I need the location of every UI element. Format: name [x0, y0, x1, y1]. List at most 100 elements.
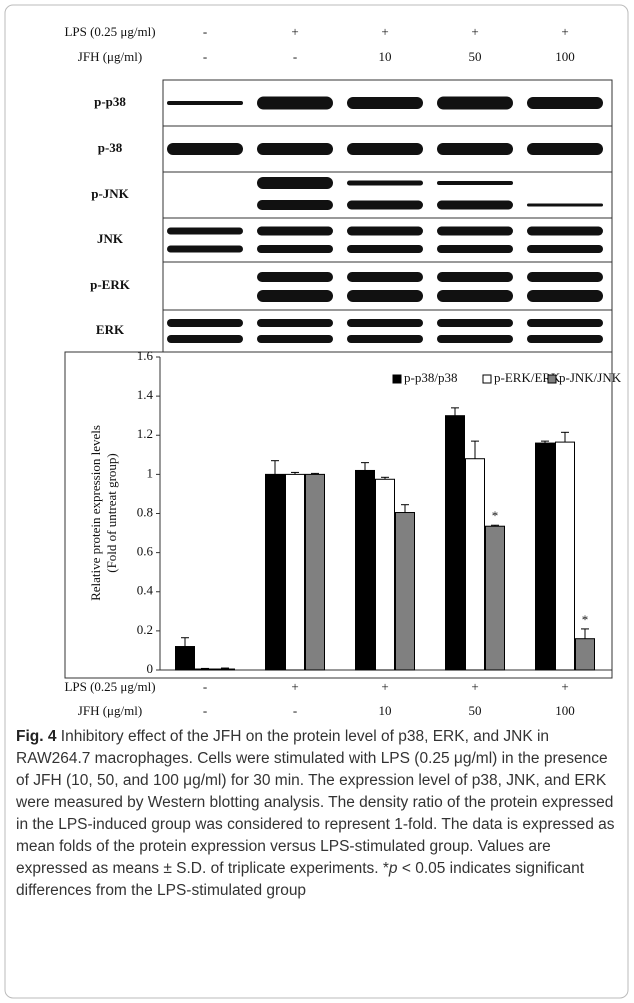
treatment-value: + [561, 679, 568, 694]
blot-band [257, 319, 333, 327]
figure: LPS (0.25 μg/ml)-++++JFH (μg/ml)--105010… [0, 0, 634, 1003]
blot-band [167, 246, 243, 253]
y-tick-label: 1.6 [137, 348, 154, 363]
caption-label: Fig. 4 [16, 728, 56, 745]
bar [396, 513, 415, 670]
blot-band [257, 335, 333, 343]
treatment-value: 100 [555, 49, 575, 64]
blot-row-label: p-JNK [91, 186, 129, 201]
blot-band [437, 245, 513, 253]
legend-label: p-p38/p38 [404, 370, 457, 385]
blot-band [347, 245, 423, 253]
blot-row [163, 172, 612, 218]
treatment-value: 50 [469, 703, 482, 718]
blot-row-label: p-38 [98, 140, 123, 155]
y-tick-label: 0 [147, 661, 154, 676]
treatment-value: 50 [469, 49, 482, 64]
bar [306, 474, 325, 670]
blot-row-label: ERK [96, 322, 125, 337]
treatment-value: + [381, 679, 388, 694]
treatment-value: - [203, 49, 207, 64]
treatment-value: + [561, 24, 568, 39]
bar [176, 647, 195, 670]
treatment-label: JFH (μg/ml) [78, 703, 142, 718]
blot-band [257, 143, 333, 155]
blot-band [437, 227, 513, 236]
y-tick-label: 0.2 [137, 622, 153, 637]
y-axis-title: (Fold of untreat group) [104, 453, 119, 573]
blot-band [527, 204, 603, 207]
y-tick-label: 1.4 [137, 387, 154, 402]
bar [266, 474, 285, 670]
blot-row-label: p-p38 [94, 94, 126, 109]
treatment-label: JFH (μg/ml) [78, 49, 142, 64]
blot-band [257, 97, 333, 110]
y-tick-label: 0.8 [137, 504, 153, 519]
legend-label: p-JNK/JNK [559, 370, 622, 385]
bar [576, 639, 595, 670]
blot-band [437, 272, 513, 282]
treatment-value: - [203, 703, 207, 718]
blot-band [257, 227, 333, 236]
blot-band [437, 319, 513, 327]
blot-band [347, 97, 423, 109]
blot-band [347, 319, 423, 327]
y-tick-label: 1.2 [137, 426, 153, 441]
blot-band [437, 143, 513, 155]
caption-text: Inhibitory effect of the JFH on the prot… [16, 728, 615, 877]
blot-band [527, 290, 603, 302]
blot-band [527, 319, 603, 327]
treatment-value: + [381, 24, 388, 39]
legend-swatch [393, 375, 401, 383]
blot-row-label: p-ERK [90, 277, 131, 292]
blot-band [167, 319, 243, 327]
blot-band [437, 201, 513, 210]
bar [486, 526, 505, 670]
blot-band [167, 101, 243, 105]
treatment-label: LPS (0.25 μg/ml) [64, 679, 155, 694]
blot-band [437, 181, 513, 185]
blot-band [347, 227, 423, 236]
blot-band [527, 227, 603, 236]
blot-band [527, 245, 603, 253]
treatment-value: + [291, 679, 298, 694]
bar [286, 474, 305, 670]
blot-band [167, 143, 243, 155]
blot-band [347, 143, 423, 155]
blot-band [437, 97, 513, 110]
blot-band [167, 228, 243, 235]
treatment-label: LPS (0.25 μg/ml) [64, 24, 155, 39]
blot-band [257, 272, 333, 282]
legend-swatch [548, 375, 556, 383]
bar [446, 416, 465, 670]
blot-band [257, 200, 333, 210]
treatment-value: 10 [379, 703, 392, 718]
treatment-value: - [203, 24, 207, 39]
blot-band [527, 335, 603, 343]
blot-band [437, 335, 513, 343]
blot-row-label: JNK [97, 231, 124, 246]
y-tick-label: 0.6 [137, 544, 154, 559]
treatment-value: + [471, 24, 478, 39]
y-tick-label: 1 [147, 465, 154, 480]
blot-band [347, 272, 423, 282]
blot-row [163, 218, 612, 262]
blot-band [527, 97, 603, 109]
bar [536, 443, 555, 670]
significance-marker: * [582, 612, 589, 627]
treatment-value: 100 [555, 703, 575, 718]
treatment-value: - [293, 49, 297, 64]
caption: Fig. 4 Inhibitory effect of the JFH on t… [16, 726, 618, 902]
blot-band [437, 290, 513, 302]
y-tick-label: 0.4 [137, 583, 154, 598]
treatment-value: + [291, 24, 298, 39]
caption-text: p [389, 860, 398, 877]
blot-band [347, 335, 423, 343]
bar [196, 669, 215, 670]
bar [356, 470, 375, 670]
bar [556, 442, 575, 670]
bar [376, 479, 395, 670]
significance-marker: * [492, 508, 499, 523]
bar [216, 669, 235, 670]
blot-band [527, 272, 603, 282]
